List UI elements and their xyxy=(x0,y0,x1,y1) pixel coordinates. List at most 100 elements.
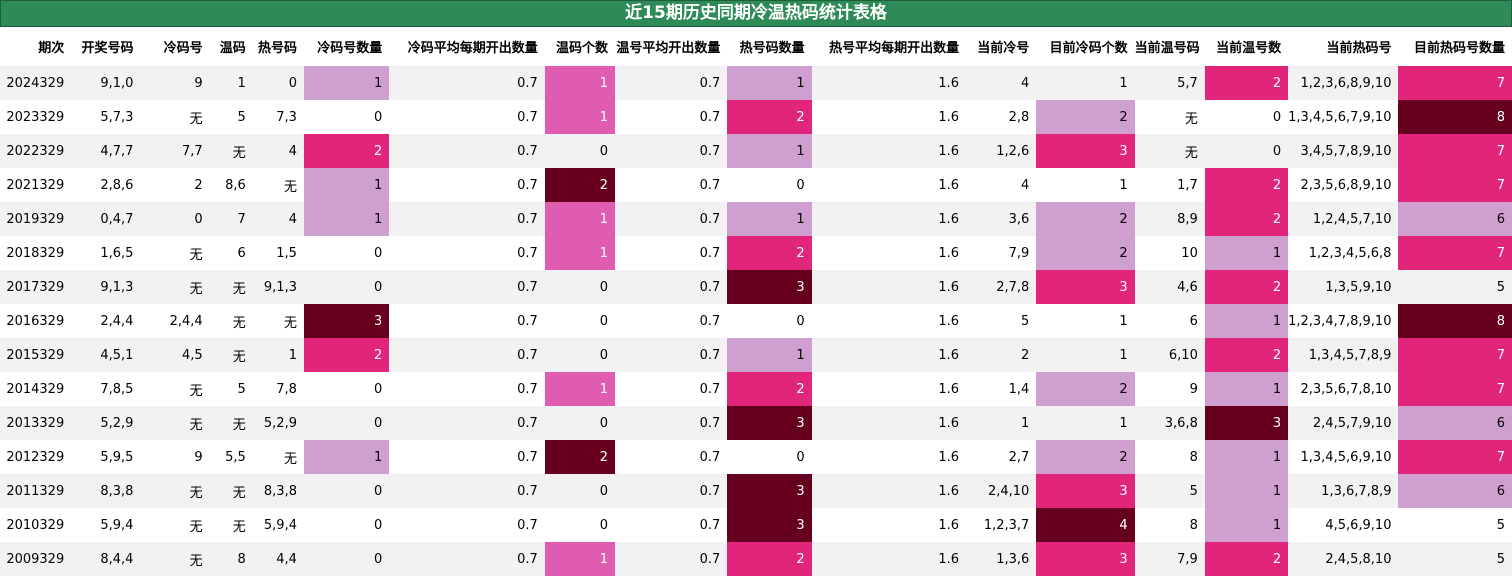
cell-current-warm: 8,9 xyxy=(1177,211,1198,227)
header-row: 期次 开奖号码 冷码号 温码 热号码 冷码号数量 冷码平均每期开出数量 温码个数… xyxy=(0,27,1512,66)
cell-current-hot: 1,3,5,9,10 xyxy=(1325,279,1392,295)
cell-current-hot: 1,2,4,5,7,10 xyxy=(1312,211,1392,227)
table-row: 2010329 5,9,4 无 无 5,9,4 0 0.7 0 0.7 3 1.6 1,2,3,7 4 8… xyxy=(0,508,1512,542)
cell-cold-numbers: 无 xyxy=(189,519,203,535)
cell-draw-numbers: 9,1,0 xyxy=(100,75,134,91)
cell-hot-count: 0 xyxy=(796,177,805,193)
cell-current-warm: 6 xyxy=(1189,313,1198,329)
cell-current-hot: 1,2,3,4,7,8,9,10 xyxy=(1288,313,1392,329)
cell-warm-numbers: 无 xyxy=(232,349,246,365)
cell-cold-count: 0 xyxy=(373,245,383,261)
cell-current-warm: 7,9 xyxy=(1177,551,1198,567)
cell-hot-numbers: 无 xyxy=(283,451,297,467)
cell-cold-numbers: 2 xyxy=(194,177,203,193)
cell-hot-avg: 1.6 xyxy=(938,279,960,295)
cell-cold-numbers: 无 xyxy=(189,111,203,127)
cell-cold-avg: 0.7 xyxy=(517,245,538,261)
cell-cold-avg: 0.7 xyxy=(517,279,538,295)
cell-current-hot: 2,4,5,7,9,10 xyxy=(1312,415,1392,431)
col-header-current-hot-count: 目前热码号数量 xyxy=(1398,27,1512,66)
cell-current-hot-count: 7 xyxy=(1398,440,1512,474)
table-row: 2009329 8,4,4 无 8 4,4 0 0.7 1 0.7 2 1.6 1,3,6 3 7,9 2 2… xyxy=(0,542,1512,576)
cell-current-warm: 8 xyxy=(1189,517,1198,533)
table-row: 2014329 7,8,5 无 5 7,8 0 0.7 1 0.7 2 1.6 1,4 2 9 1 2,3,5… xyxy=(0,372,1512,406)
cell-hot-count: 1 xyxy=(727,202,812,236)
cell-current-hot-count: 5 xyxy=(1496,279,1505,295)
col-header-period: 期次 xyxy=(0,27,72,66)
cell-cold-numbers: 无 xyxy=(189,281,203,297)
table-row: 2017329 9,1,3 无 无 9,1,3 0 0.7 0 0.7 3 1.6 2,7,8 3 4,6… xyxy=(0,270,1512,304)
cell-hot-avg: 1.6 xyxy=(938,347,960,363)
cell-cold-avg: 0.7 xyxy=(517,483,538,499)
cell-warm-count: 2 xyxy=(544,168,615,202)
cell-hot-numbers: 无 xyxy=(283,315,297,331)
table-row: 2018329 1,6,5 无 6 1,5 0 0.7 1 0.7 2 1.6 7,9 2 10 1 1,2,… xyxy=(0,236,1512,270)
cell-warm-avg: 0.7 xyxy=(699,279,721,295)
cell-cold-avg: 0.7 xyxy=(517,313,538,329)
cell-warm-count: 1 xyxy=(544,236,615,270)
cell-warm-numbers: 无 xyxy=(232,485,246,501)
cell-warm-avg: 0.7 xyxy=(699,517,721,533)
col-header-warm-count: 温码个数 xyxy=(544,27,615,66)
cell-hot-avg: 1.6 xyxy=(938,551,960,567)
cell-draw-numbers: 7,8,5 xyxy=(100,381,134,397)
cell-warm-avg: 0.7 xyxy=(699,177,721,193)
cell-period: 2024329 xyxy=(6,75,65,91)
cell-current-cold: 4 xyxy=(1021,75,1030,91)
col-header-current-cold-count: 目前冷码个数 xyxy=(1036,27,1135,66)
col-header-hot-numbers: 热号码 xyxy=(252,27,304,66)
cell-hot-numbers: 5,2,9 xyxy=(263,415,297,431)
cell-current-cold: 1,2,3,7 xyxy=(983,517,1030,533)
cell-period: 2012329 xyxy=(6,449,65,465)
cell-warm-avg: 0.7 xyxy=(699,313,721,329)
cell-current-cold: 1,4 xyxy=(1008,381,1030,397)
cell-cold-avg: 0.7 xyxy=(517,415,538,431)
cell-hot-numbers: 7,8 xyxy=(276,381,297,397)
cell-warm-avg: 0.7 xyxy=(699,551,721,567)
cell-warm-numbers: 7 xyxy=(237,211,246,227)
cell-current-hot-count: 8 xyxy=(1398,100,1512,134)
cell-draw-numbers: 2,4,4 xyxy=(100,313,134,329)
table-row: 2013329 5,2,9 无 无 5,2,9 0 0.7 0 0.7 3 1.6 1 1 3,6,8 3 2… xyxy=(0,406,1512,440)
cell-warm-count: 0 xyxy=(599,143,608,159)
cell-cold-count: 0 xyxy=(373,551,383,567)
cell-hot-numbers: 8,3,8 xyxy=(263,483,297,499)
col-header-current-hot: 当前热码号 xyxy=(1288,27,1399,66)
cell-current-cold: 4 xyxy=(1021,177,1030,193)
cell-hot-avg: 1.6 xyxy=(938,75,960,91)
cell-warm-numbers: 无 xyxy=(232,145,246,161)
cell-current-cold: 1,3,6 xyxy=(996,551,1030,567)
cell-warm-count: 0 xyxy=(599,313,608,329)
cell-current-warm: 无 xyxy=(1184,111,1198,127)
cell-warm-count: 1 xyxy=(544,100,615,134)
cell-cold-count: 0 xyxy=(373,415,383,431)
cell-cold-count: 3 xyxy=(303,304,390,338)
cell-cold-avg: 0.7 xyxy=(517,143,538,159)
cell-current-cold-count: 1 xyxy=(1119,347,1128,363)
cell-current-hot: 1,2,3,4,5,6,8 xyxy=(1308,245,1392,261)
table-row: 2021329 2,8,6 2 8,6 无 1 0.7 2 0.7 0 1.6 4 1 1,7 2 2,3,5… xyxy=(0,168,1512,202)
table-row: 2022329 4,7,7 7,7 无 4 2 0.7 0 0.7 1 1.6 1,2,6 3 无 0 3,4… xyxy=(0,134,1512,168)
cell-warm-count: 1 xyxy=(544,542,615,576)
cell-hot-count: 1 xyxy=(727,134,812,168)
cell-period: 2019329 xyxy=(6,211,65,227)
cell-hot-count: 3 xyxy=(727,406,812,440)
cell-current-warm: 8 xyxy=(1189,449,1198,465)
cell-cold-numbers: 2,4,4 xyxy=(169,313,203,329)
cell-warm-avg: 0.7 xyxy=(699,449,721,465)
cell-hot-numbers: 7,3 xyxy=(276,109,297,125)
cell-warm-count: 1 xyxy=(544,372,615,406)
cell-current-cold-count: 2 xyxy=(1036,202,1135,236)
cell-current-cold-count: 1 xyxy=(1119,415,1128,431)
cell-warm-numbers: 无 xyxy=(232,281,246,297)
cell-current-hot: 3,4,5,7,8,9,10 xyxy=(1300,143,1392,159)
table-row: 2015329 4,5,1 4,5 无 1 2 0.7 0 0.7 1 1.6 2 1 6,10 2 1,3,… xyxy=(0,338,1512,372)
cell-current-hot-count: 5 xyxy=(1496,551,1505,567)
cell-hot-numbers: 4,4 xyxy=(276,551,297,567)
cell-current-cold-count: 2 xyxy=(1036,236,1135,270)
cell-current-warm: 5 xyxy=(1189,483,1198,499)
cell-cold-numbers: 4,5 xyxy=(181,347,203,363)
cell-warm-numbers: 无 xyxy=(232,519,246,535)
cell-cold-count: 0 xyxy=(373,279,383,295)
cell-current-warm-count: 2 xyxy=(1204,270,1289,304)
